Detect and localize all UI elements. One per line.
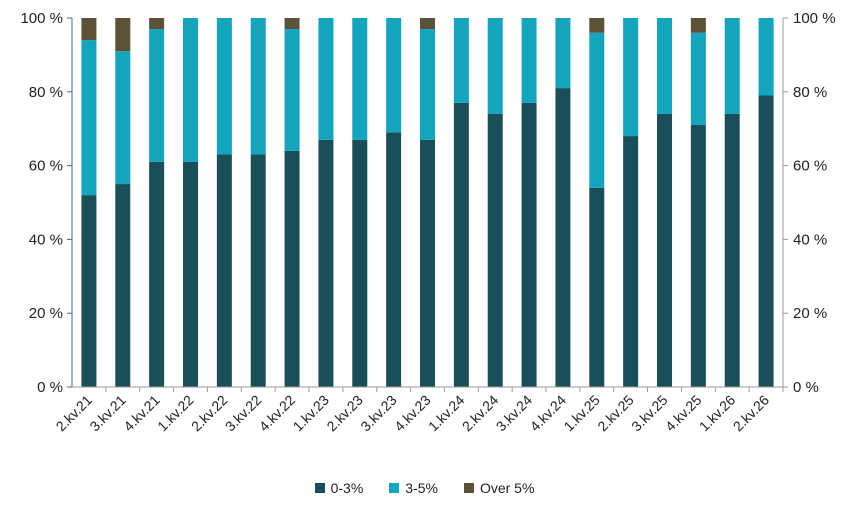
y-tick-label-right: 100 % [793,10,836,27]
bar-segment-3-5 [149,29,165,162]
bar-segment-0-3 [555,88,571,388]
bar-segment-3-5 [453,18,469,103]
x-tick-label: 1.kv.22 [154,392,197,435]
bar-segment-3-5 [521,18,537,103]
x-tick-label: 2.kv.25 [594,392,637,435]
bar-segment-0-3 [386,132,402,387]
y-tick-label-right: 0 % [793,379,819,396]
bar-segment-3-5 [657,18,672,114]
legend-swatch-over-5 [463,483,474,493]
bar-segment-0-3 [352,139,368,387]
bar-segment-3-5 [250,18,266,155]
y-tick-label-left: 100 % [20,10,63,27]
x-tick-label: 4.kv.24 [527,392,570,435]
x-tick-label: 3.kv.25 [628,392,671,435]
bar-segment-3-5 [758,18,774,96]
bar-segment-0-3 [115,184,131,387]
y-tick-label-right: 80 % [793,84,827,101]
y-axis-left: 0 % 20 % 40 % 60 % 80 % 100 % [20,10,73,396]
bar-segment-3-5 [284,29,300,151]
bar-segment-0-3 [724,113,740,387]
bar-segment-0-3 [284,150,300,387]
x-tick-label: 4.kv.21 [120,392,163,435]
bar-segment-3-5 [487,18,503,114]
legend-swatch-0-3 [314,483,325,493]
y-axis-right: 0 % 20 % 40 % 60 % 80 % 100 % [782,10,836,396]
bar-segment-0-3 [589,187,605,387]
bar-segment-0-3 [690,125,706,387]
bar-segment-over-5 [589,18,605,33]
x-tick-label: 1.kv.24 [425,392,468,435]
bar-segment-0-3 [420,139,435,387]
bar-segment-3-5 [352,18,368,140]
bar-segment-3-5 [216,18,232,155]
bar-segment-over-5 [149,18,165,30]
bar-segment-3-5 [690,32,706,126]
y-tick-label-left: 80 % [29,84,63,101]
bar-segment-over-5 [81,18,97,41]
bar-segment-3-5 [183,18,198,162]
bar-segment-over-5 [115,18,131,52]
x-tick-label: 4.kv.22 [256,392,299,435]
bar-segment-3-5 [724,18,740,114]
bar-segment-0-3 [318,139,334,387]
legend-label-0-3: 0-3% [330,480,364,496]
legend-item-3-5: 3-5% [389,480,438,496]
bar-segment-3-5 [555,18,571,89]
y-tick-label-left: 0 % [37,379,63,396]
bar-segment-0-3 [487,113,503,387]
bar-segment-3-5 [420,29,435,140]
x-tick-label: 2.kv.24 [459,392,502,435]
x-tick-label: 1.kv.23 [290,392,333,435]
bar-segment-over-5 [420,18,435,30]
x-axis: 2.kv.213.kv.214.kv.211.kv.222.kv.223.kv.… [53,386,784,435]
x-tick-label: 2.kv.21 [53,392,96,435]
bars [81,18,774,388]
bar-segment-0-3 [81,195,97,387]
legend-item-0-3: 0-3% [314,480,364,496]
bar-segment-3-5 [81,40,97,196]
bar-segment-0-3 [758,95,774,388]
bar-segment-0-3 [623,136,639,387]
x-tick-label: 3.kv.24 [493,392,536,435]
bar-segment-0-3 [250,154,266,387]
bar-segment-0-3 [149,161,165,387]
y-tick-label-left: 20 % [29,305,63,322]
bar-segment-0-3 [183,161,198,387]
y-tick-label-right: 60 % [793,158,827,175]
x-tick-label: 3.kv.23 [357,392,400,435]
x-tick-label: 1.kv.25 [560,392,603,435]
x-tick-label: 3.kv.22 [222,392,265,435]
y-tick-label-right: 20 % [793,305,827,322]
x-tick-label: 2.kv.22 [188,392,231,435]
bar-segment-0-3 [521,102,537,388]
legend-label-3-5: 3-5% [405,480,438,496]
x-tick-label: 1.kv.26 [696,392,739,435]
y-tick-label-left: 60 % [29,158,63,175]
y-tick-label-right: 40 % [793,231,827,248]
y-tick-label-left: 40 % [29,231,63,248]
bar-segment-0-3 [216,154,232,387]
legend: 0-3% 3-5% Over 5% [0,480,849,496]
bar-segment-0-3 [657,113,672,387]
bar-segment-3-5 [386,18,402,133]
bar-segment-3-5 [115,51,131,185]
legend-item-over-5: Over 5% [463,480,535,496]
bar-segment-3-5 [318,18,334,140]
x-tick-label: 2.kv.23 [323,392,366,435]
x-tick-label: 2.kv.26 [730,392,773,435]
x-tick-label: 3.kv.21 [86,392,129,435]
legend-swatch-3-5 [389,483,400,493]
bar-segment-3-5 [589,32,605,188]
legend-label-over-5: Over 5% [479,480,535,496]
bar-segment-over-5 [284,18,300,30]
bar-segment-3-5 [623,18,639,137]
x-tick-label: 4.kv.23 [391,392,434,435]
x-tick-label: 4.kv.25 [662,392,705,435]
bar-segment-over-5 [690,18,706,33]
bar-segment-0-3 [453,102,469,388]
